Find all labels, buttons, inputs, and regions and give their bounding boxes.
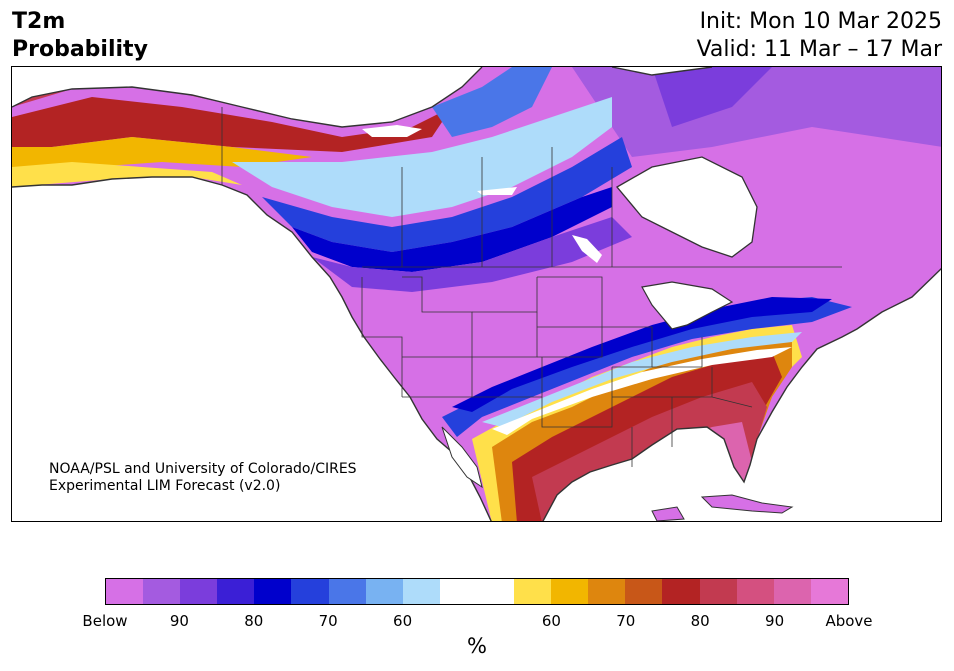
colorbar-swatch (291, 579, 329, 604)
colorbar-swatch (514, 579, 552, 604)
valid-range: Valid: 11 Mar – 17 Mar (696, 37, 942, 62)
lake-winnipeg (572, 235, 602, 263)
colorbar-swatch (810, 579, 848, 604)
colorbar-unit: % (467, 634, 487, 658)
colorbar-tick-label: Above (825, 612, 873, 630)
cuba (700, 494, 794, 514)
colorbar-swatch (328, 579, 366, 604)
init-date: Init: Mon 10 Mar 2025 (699, 9, 942, 34)
yucatan (651, 506, 685, 521)
coastline (12, 67, 941, 521)
gulf-of-california (441, 426, 483, 489)
colorbar-tick-label: 90 (765, 612, 785, 630)
colorbar-swatch (180, 579, 218, 604)
colorbar-swatch (588, 579, 626, 604)
credit-line-2: Experimental LIM Forecast (v2.0) (49, 478, 281, 494)
credit-line-1: NOAA/PSL and University of Colorado/CIRE… (49, 461, 357, 477)
colorbar-tick-label: 70 (318, 612, 338, 630)
colorbar-swatch (476, 579, 515, 604)
colorbar-swatch (217, 579, 255, 604)
map-title: T2m Probability (12, 8, 148, 64)
colorbar-swatch (143, 579, 181, 604)
colorbar-tick-label: 60 (541, 612, 561, 630)
colorbar-swatch (736, 579, 774, 604)
credit-text: NOAA/PSL and University of Colorado/CIRE… (49, 461, 357, 495)
political-boundaries (221, 107, 842, 467)
title-line-2: Probability (12, 37, 148, 62)
lake-blob-2 (477, 187, 517, 195)
probability-map (11, 66, 942, 522)
colorbar (105, 578, 849, 605)
colorbar-swatch (551, 579, 589, 604)
colorbar-tick-label: 60 (393, 612, 413, 630)
colorbar-swatch (625, 579, 663, 604)
title-line-1: T2m (12, 9, 66, 34)
forecast-dates: Init: Mon 10 Mar 2025 Valid: 11 Mar – 17… (697, 8, 942, 64)
colorbar-tick-label: 70 (616, 612, 636, 630)
colorbar-swatch (254, 579, 292, 604)
great-lakes (641, 281, 734, 330)
colorbar-swatch (699, 579, 737, 604)
colorbar-tick-label: 80 (690, 612, 710, 630)
colorbar-swatch (106, 579, 144, 604)
lake-blob (362, 125, 422, 137)
colorbar-swatch (402, 579, 440, 604)
probability-fill (12, 67, 941, 521)
colorbar-swatch (773, 579, 811, 604)
colorbar-swatch (365, 579, 403, 604)
colorbar-swatch (662, 579, 700, 604)
colorbar-tick-label: 80 (244, 612, 264, 630)
colorbar-swatch (439, 579, 477, 604)
colorbar-tick-label: Below (82, 612, 128, 630)
hudson-bay (616, 156, 758, 258)
map-svg (12, 67, 941, 521)
colorbar-tick-label: 90 (169, 612, 189, 630)
